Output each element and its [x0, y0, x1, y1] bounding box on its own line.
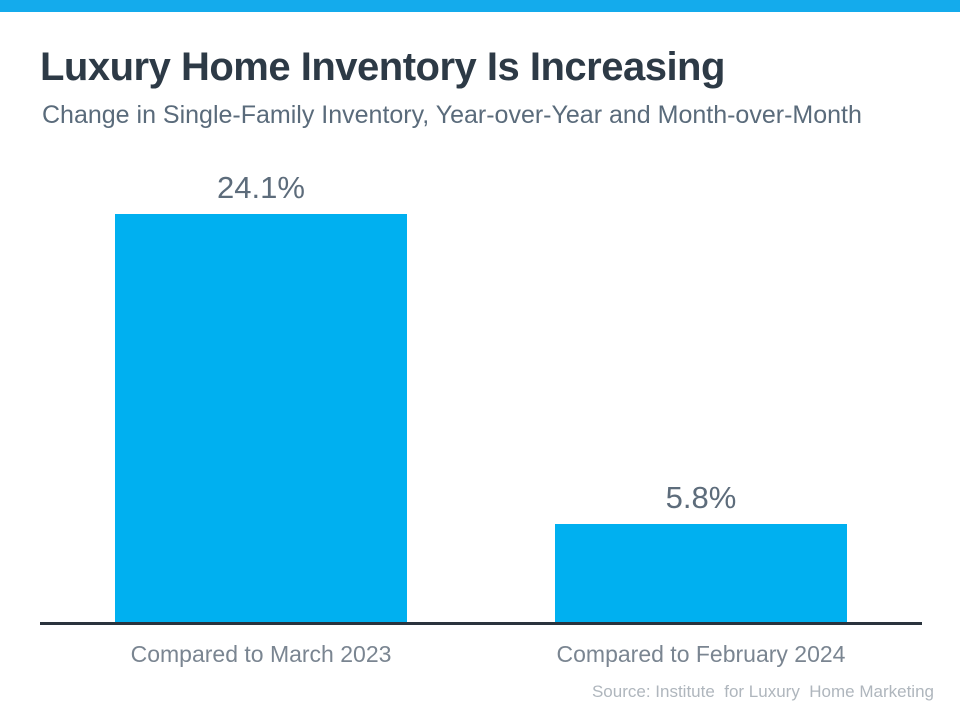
- source-attribution: Source: Institute for Luxury Home Market…: [591, 682, 934, 701]
- accent-top-strip: [0, 0, 960, 12]
- bar-mom: [555, 524, 847, 622]
- bar-value-label-mom: 5.8%: [665, 479, 737, 515]
- category-label-yoy: Compared to March 2023: [130, 641, 392, 667]
- bar-group-yoy: 24.1%: [115, 169, 407, 622]
- chart-subtitle: Change in Single-Family Inventory, Year-…: [42, 101, 862, 129]
- category-label-mom: Compared to February 2024: [556, 641, 846, 667]
- bar-group-mom: 5.8%: [555, 479, 847, 622]
- x-axis-line: [40, 622, 922, 625]
- bar-yoy: [115, 214, 407, 622]
- bar-value-label-yoy: 24.1%: [217, 169, 305, 205]
- chart-title: Luxury Home Inventory Is Increasing: [40, 45, 725, 89]
